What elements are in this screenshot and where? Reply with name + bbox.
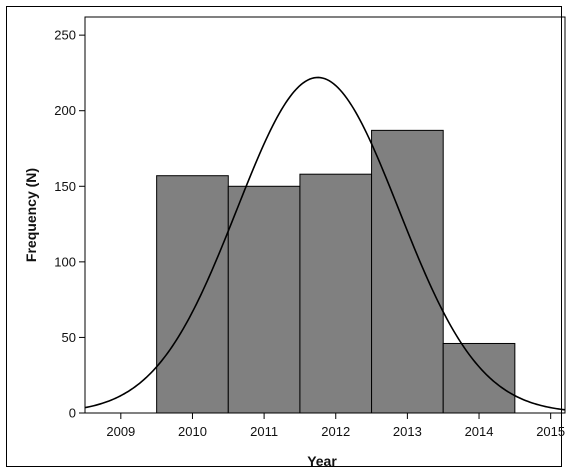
x-tick-label: 2015 — [536, 424, 565, 439]
x-tick-label: 2014 — [465, 424, 494, 439]
x-axis-title: Year — [307, 453, 337, 469]
bar-2010 — [156, 175, 229, 414]
bar-2014 — [442, 342, 516, 414]
y-tick-label: 100 — [54, 254, 76, 269]
y-tick-label: 150 — [54, 179, 76, 194]
y-tick-label: 200 — [54, 103, 76, 118]
x-tick-label: 2013 — [393, 424, 422, 439]
y-tick-label: 250 — [54, 28, 76, 43]
bar-2011 — [227, 185, 301, 414]
outer-frame — [6, 6, 562, 467]
y-axis-title: Frequency (N) — [23, 168, 39, 262]
y-tick-label: 0 — [69, 406, 76, 421]
normal-curve — [84, 76, 566, 411]
x-tick-label: 2009 — [106, 424, 135, 439]
x-tick-label: 2010 — [178, 424, 207, 439]
bars-group — [156, 129, 516, 414]
bar-2013 — [371, 129, 444, 414]
x-tick-label: 2011 — [250, 424, 278, 439]
bar-2012 — [299, 173, 373, 414]
x-tick-label: 2012 — [321, 424, 350, 439]
y-tick-label: 50 — [62, 330, 76, 345]
axes-group: 0 50 100 150 200 250 2009 2010 2011 2012 2013 2014 2… — [54, 28, 565, 439]
